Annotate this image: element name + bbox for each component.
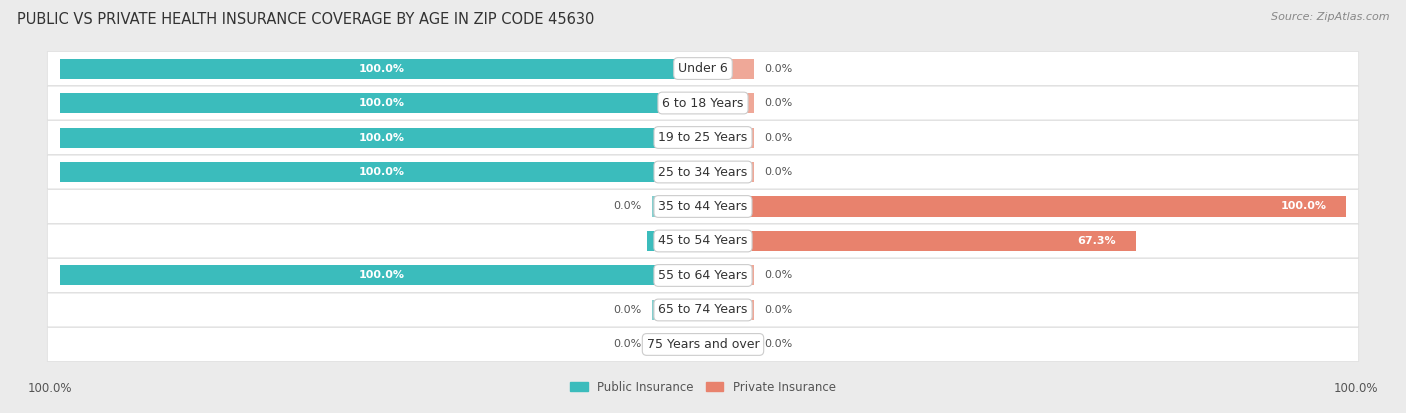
Text: 6 to 18 Years: 6 to 18 Years [662, 97, 744, 109]
Text: 25 to 34 Years: 25 to 34 Years [658, 166, 748, 178]
Text: 35 to 44 Years: 35 to 44 Years [658, 200, 748, 213]
Bar [703, 197, 1346, 216]
Text: 0.0%: 0.0% [613, 305, 643, 315]
Text: PUBLIC VS PRIVATE HEALTH INSURANCE COVERAGE BY AGE IN ZIP CODE 45630: PUBLIC VS PRIVATE HEALTH INSURANCE COVER… [17, 12, 595, 27]
Bar [60, 59, 703, 78]
Bar [703, 231, 1136, 251]
Text: 0.0%: 0.0% [763, 271, 793, 280]
Text: 100.0%: 100.0% [359, 271, 405, 280]
Bar [651, 197, 703, 216]
Text: 100.0%: 100.0% [28, 382, 73, 395]
Text: 100.0%: 100.0% [1281, 202, 1326, 211]
Text: 0.0%: 0.0% [763, 305, 793, 315]
Text: 0.0%: 0.0% [763, 64, 793, 74]
FancyBboxPatch shape [48, 121, 1358, 154]
FancyBboxPatch shape [48, 224, 1358, 258]
Text: 19 to 25 Years: 19 to 25 Years [658, 131, 748, 144]
Text: 0.0%: 0.0% [763, 98, 793, 108]
FancyBboxPatch shape [48, 155, 1358, 189]
Text: 100.0%: 100.0% [359, 98, 405, 108]
Text: 100.0%: 100.0% [359, 133, 405, 142]
FancyBboxPatch shape [48, 190, 1358, 223]
Bar [60, 266, 703, 285]
Text: 0.0%: 0.0% [763, 339, 793, 349]
Legend: Public Insurance, Private Insurance: Public Insurance, Private Insurance [565, 376, 841, 399]
FancyBboxPatch shape [48, 328, 1358, 361]
FancyBboxPatch shape [48, 259, 1358, 292]
Text: 0.0%: 0.0% [763, 133, 793, 142]
Text: 55 to 64 Years: 55 to 64 Years [658, 269, 748, 282]
Bar [703, 335, 755, 354]
Text: 0.0%: 0.0% [613, 202, 643, 211]
Text: 8.7%: 8.7% [659, 236, 690, 246]
Bar [651, 300, 703, 320]
Bar [703, 59, 755, 78]
Text: 100.0%: 100.0% [359, 167, 405, 177]
Bar [703, 162, 755, 182]
FancyBboxPatch shape [48, 293, 1358, 327]
Bar [651, 335, 703, 354]
Bar [703, 93, 755, 113]
Bar [703, 128, 755, 147]
Bar [703, 266, 755, 285]
Text: 75 Years and over: 75 Years and over [647, 338, 759, 351]
Bar [60, 93, 703, 113]
FancyBboxPatch shape [48, 52, 1358, 85]
Text: 45 to 54 Years: 45 to 54 Years [658, 235, 748, 247]
Bar [647, 231, 703, 251]
Bar [60, 162, 703, 182]
Text: Source: ZipAtlas.com: Source: ZipAtlas.com [1271, 12, 1389, 22]
Text: 65 to 74 Years: 65 to 74 Years [658, 304, 748, 316]
Text: 67.3%: 67.3% [1077, 236, 1116, 246]
FancyBboxPatch shape [48, 86, 1358, 120]
Text: 0.0%: 0.0% [763, 167, 793, 177]
Bar [703, 300, 755, 320]
Text: Under 6: Under 6 [678, 62, 728, 75]
Text: 100.0%: 100.0% [1333, 382, 1378, 395]
Text: 0.0%: 0.0% [613, 339, 643, 349]
Bar [60, 128, 703, 147]
Text: 100.0%: 100.0% [359, 64, 405, 74]
